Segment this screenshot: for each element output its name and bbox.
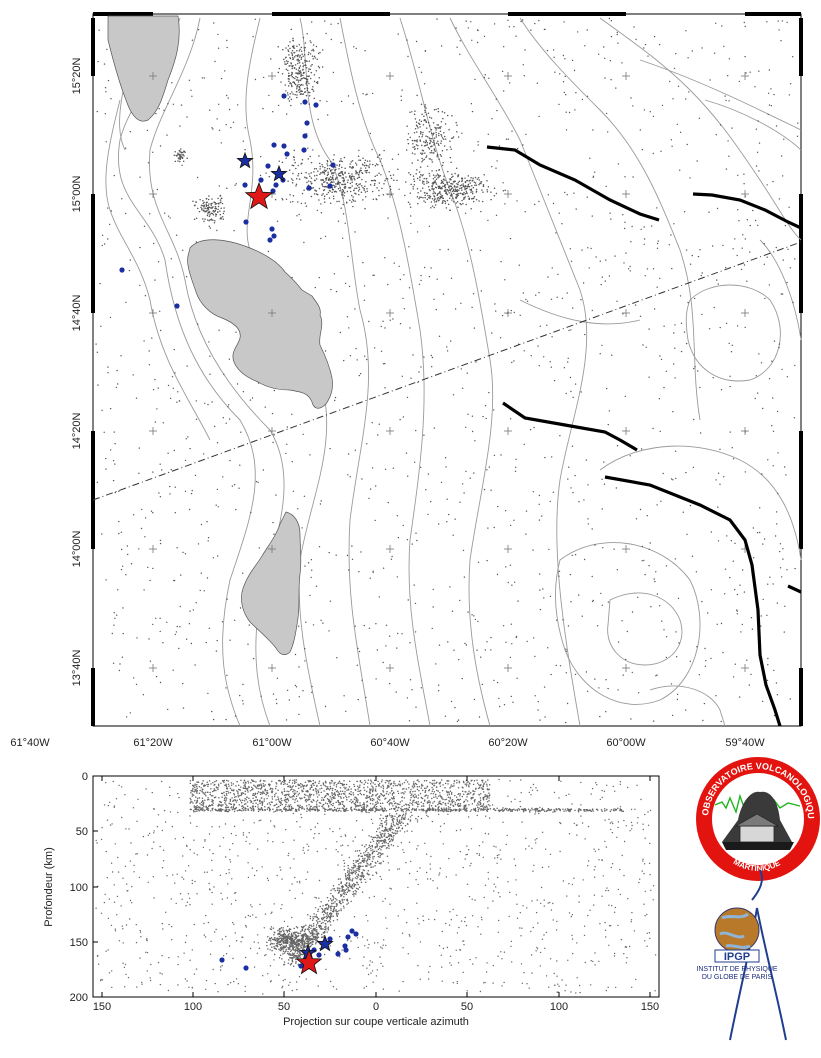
event-marker — [267, 237, 273, 243]
islands — [107, 15, 333, 655]
map-frame-ticks — [91, 12, 803, 726]
event-marker — [316, 952, 322, 958]
y-tick-label: 200 — [70, 992, 88, 1004]
blue-star-marker — [316, 934, 334, 952]
event-marker — [345, 934, 351, 940]
event-marker — [298, 963, 304, 969]
lat-label: 15°00N — [71, 176, 83, 213]
blue-star-marker — [270, 164, 288, 182]
event-marker — [281, 143, 287, 149]
event-marker — [304, 120, 310, 126]
event-marker — [242, 182, 248, 188]
y-tick-label: 50 — [76, 826, 88, 838]
lon-label: 61°20W — [133, 737, 173, 749]
section-events — [219, 928, 359, 975]
event-marker — [265, 163, 271, 169]
event-marker — [327, 936, 333, 942]
event-marker — [284, 151, 290, 157]
lon-label: 59°40W — [725, 737, 765, 749]
map-panel: 61°40W 61°20W 61°00W 60°40W 60°20W 60°00… — [10, 12, 803, 749]
lon-label: 60°20W — [488, 737, 528, 749]
background-seismicity — [95, 17, 799, 724]
lat-label: 13°40N — [71, 650, 83, 687]
section-x-axis-title: Projection sur coupe verticale azimuth — [283, 1016, 469, 1028]
event-marker — [330, 162, 336, 168]
x-tick-label: 100 — [184, 1001, 202, 1013]
event-marker — [342, 943, 348, 949]
fault-traces — [486, 145, 802, 727]
section-y-labels: 0 50 100 150 200 — [70, 771, 88, 1004]
x-tick-label: 150 — [641, 1001, 659, 1013]
event-marker — [327, 183, 333, 189]
event-marker — [243, 219, 249, 225]
lon-label: 61°40W — [10, 737, 50, 749]
ipgp-logo-icon: IPGP INSTITUT DE PHYSIQUE DU GLOBE DE PA… — [696, 869, 787, 1041]
main-event-star-marker — [244, 181, 274, 210]
event-marker — [335, 951, 341, 957]
latitude-labels: 15°20N 15°00N 14°40N 14°20N 14°00N 13°40… — [71, 58, 83, 687]
fault-trace — [787, 584, 802, 594]
lon-label: 61°00W — [252, 737, 292, 749]
event-marker — [119, 267, 125, 273]
section-y-axis-title: Profondeur (km) — [43, 847, 55, 926]
main-event-star-marker — [295, 948, 323, 975]
event-marker — [302, 99, 308, 105]
x-tick-label: 50 — [461, 1001, 473, 1013]
blue-star-marker — [236, 151, 254, 169]
event-marker — [271, 142, 277, 148]
island-saint-lucia — [241, 511, 302, 655]
section-seismicity — [95, 778, 657, 995]
event-marker — [349, 928, 355, 934]
ipgp-line1: INSTITUT DE PHYSIQUE — [696, 966, 777, 973]
event-marker — [243, 965, 249, 971]
event-marker — [174, 303, 180, 309]
island-martinique — [187, 239, 333, 409]
y-tick-label: 100 — [70, 882, 88, 894]
depth-section-panel: 150 100 50 0 50 100 150 0 50 100 150 200… — [43, 771, 660, 1028]
lat-label: 14°20N — [71, 413, 83, 450]
x-tick-label: 0 — [373, 1001, 379, 1013]
x-tick-label: 100 — [550, 1001, 568, 1013]
fault-trace — [502, 401, 638, 452]
event-marker — [258, 177, 264, 183]
event-marker — [271, 233, 277, 239]
lon-label: 60°00W — [606, 737, 646, 749]
event-marker — [301, 147, 307, 153]
seismic-events — [119, 93, 336, 309]
event-marker — [343, 947, 349, 953]
lat-label: 14°00N — [71, 531, 83, 568]
fault-trace — [692, 192, 802, 230]
ipgp-name: IPGP — [724, 951, 750, 963]
event-marker — [313, 102, 319, 108]
x-tick-label: 50 — [278, 1001, 290, 1013]
fault-trace — [604, 475, 782, 727]
map-frame — [92, 13, 802, 727]
fault-trace — [486, 145, 660, 222]
lat-label: 14°40N — [71, 295, 83, 332]
section-y-ticks — [93, 775, 98, 998]
section-x-labels: 150 100 50 0 50 100 150 — [93, 1001, 659, 1013]
event-marker — [281, 93, 287, 99]
section-frame — [92, 775, 660, 998]
y-tick-label: 0 — [82, 771, 88, 783]
event-marker — [269, 226, 275, 232]
event-marker — [273, 182, 279, 188]
event-marker — [219, 957, 225, 963]
lon-label: 60°40W — [370, 737, 410, 749]
lat-label: 15°20N — [71, 58, 83, 95]
x-tick-label: 150 — [93, 1001, 111, 1013]
event-marker — [302, 133, 308, 139]
section-x-ticks — [101, 776, 651, 997]
longitude-labels: 61°40W 61°20W 61°00W 60°40W 60°20W 60°00… — [10, 737, 765, 749]
y-tick-label: 150 — [70, 937, 88, 949]
island-dominica — [107, 15, 180, 122]
event-marker — [353, 931, 359, 937]
event-marker — [306, 185, 312, 191]
ipgp-line2: DU GLOBE DE PARIS — [702, 974, 773, 981]
